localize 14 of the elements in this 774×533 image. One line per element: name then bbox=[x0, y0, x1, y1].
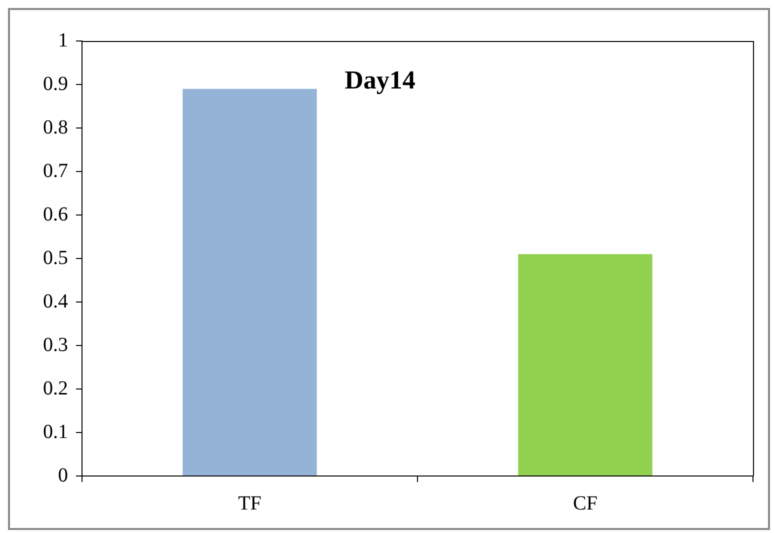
y-tick-label: 0.8 bbox=[43, 116, 68, 138]
y-tick-label: 0.3 bbox=[43, 334, 68, 356]
x-tick-label: TF bbox=[238, 492, 262, 514]
y-tick-label: 0.6 bbox=[43, 203, 68, 226]
x-tick-label: CF bbox=[573, 492, 598, 514]
y-tick-label: 0.1 bbox=[43, 420, 68, 443]
y-tick-label: 0.9 bbox=[43, 72, 68, 95]
y-tick-label: 0.2 bbox=[43, 377, 68, 400]
y-tick-label: 0 bbox=[58, 464, 68, 486]
y-tick-label: 0.4 bbox=[43, 290, 68, 312]
y-tick-label: 0.7 bbox=[43, 160, 68, 182]
text: Day14 bbox=[344, 66, 416, 95]
y-tick-label: 1 bbox=[58, 29, 68, 52]
y-tick-label: 0.5 bbox=[43, 246, 68, 269]
